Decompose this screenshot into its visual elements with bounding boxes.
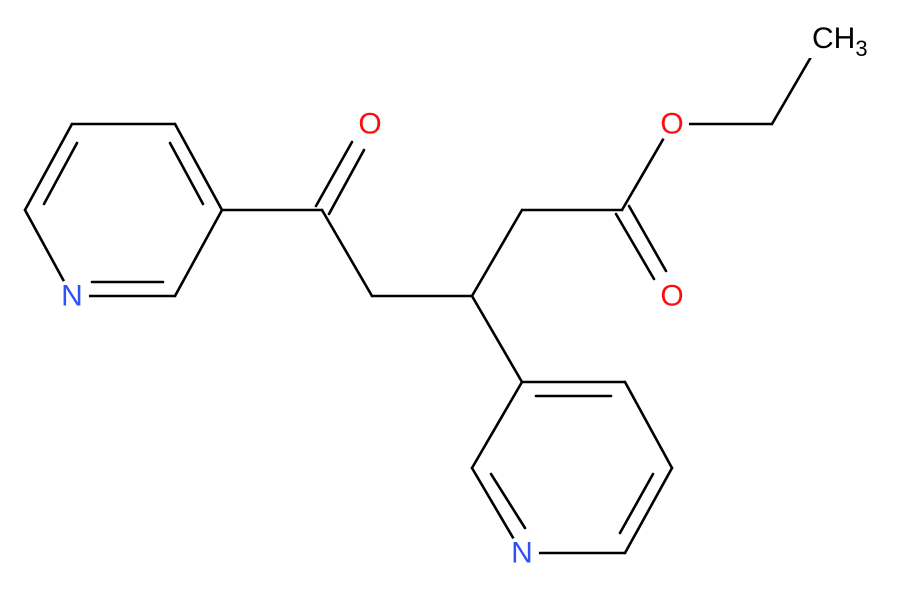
atom-label-subscript: 3 <box>855 36 867 61</box>
bonds <box>23 36 824 555</box>
atom-label-main: CH <box>812 22 855 55</box>
atom-label: O <box>660 280 683 313</box>
label-backgrounds <box>55 18 888 570</box>
atom-label: N <box>61 280 83 313</box>
atom-label: N <box>511 537 533 570</box>
atom-label: CH3 <box>812 22 868 61</box>
atom-label: O <box>660 108 683 141</box>
atom-label: O <box>358 108 381 141</box>
